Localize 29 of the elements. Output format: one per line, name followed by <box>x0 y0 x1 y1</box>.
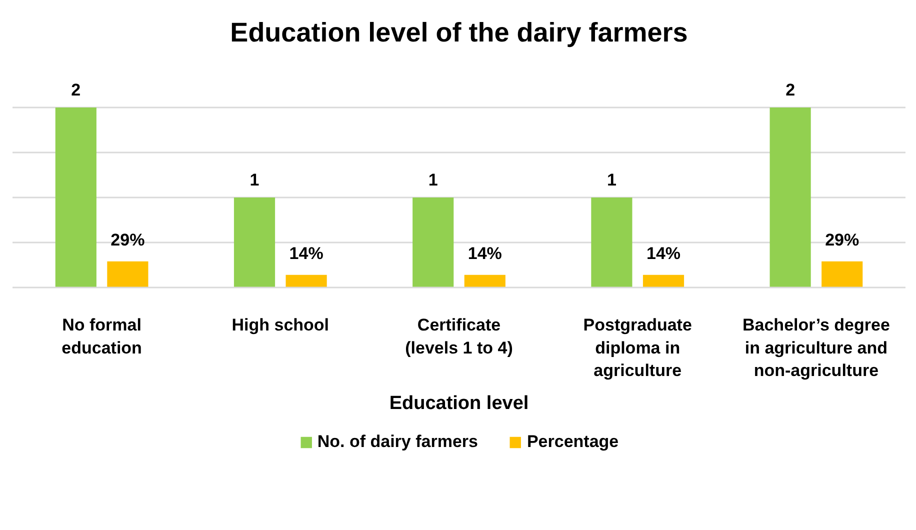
bar <box>822 261 863 288</box>
data-label: 14% <box>646 244 681 263</box>
data-label: 1 <box>428 170 438 190</box>
data-label: 2 <box>786 80 796 100</box>
bar <box>464 274 506 288</box>
data-label: 29% <box>110 230 145 250</box>
bar <box>412 198 454 288</box>
data-label: 1 <box>250 170 260 190</box>
data-label: 14% <box>468 244 502 263</box>
bar <box>770 108 811 288</box>
x-tick-label: Certificate (levels 1 to 4) <box>405 316 513 358</box>
x-tick-label: Postgraduate diploma in agriculture <box>583 316 692 380</box>
bar <box>642 274 684 288</box>
legend-label: Percentage <box>526 432 619 452</box>
bar <box>591 198 632 288</box>
chart-title: Education level of the dairy farmers <box>230 18 688 48</box>
legend-label: No. of dairy farmers <box>317 432 478 452</box>
bar <box>234 198 276 288</box>
bar <box>55 108 96 288</box>
data-label: 29% <box>825 230 860 250</box>
bar <box>286 274 327 288</box>
x-tick-label: No formal education <box>62 316 142 358</box>
x-tick-label: Bachelor’s degree in agriculture and non-agriculture <box>742 316 890 380</box>
x-axis-title: Education level <box>389 393 529 414</box>
data-label: 1 <box>606 170 616 190</box>
x-tick-label: High school <box>232 316 330 334</box>
data-label: 2 <box>71 80 81 100</box>
bar <box>107 261 148 288</box>
data-label: 14% <box>289 244 324 263</box>
